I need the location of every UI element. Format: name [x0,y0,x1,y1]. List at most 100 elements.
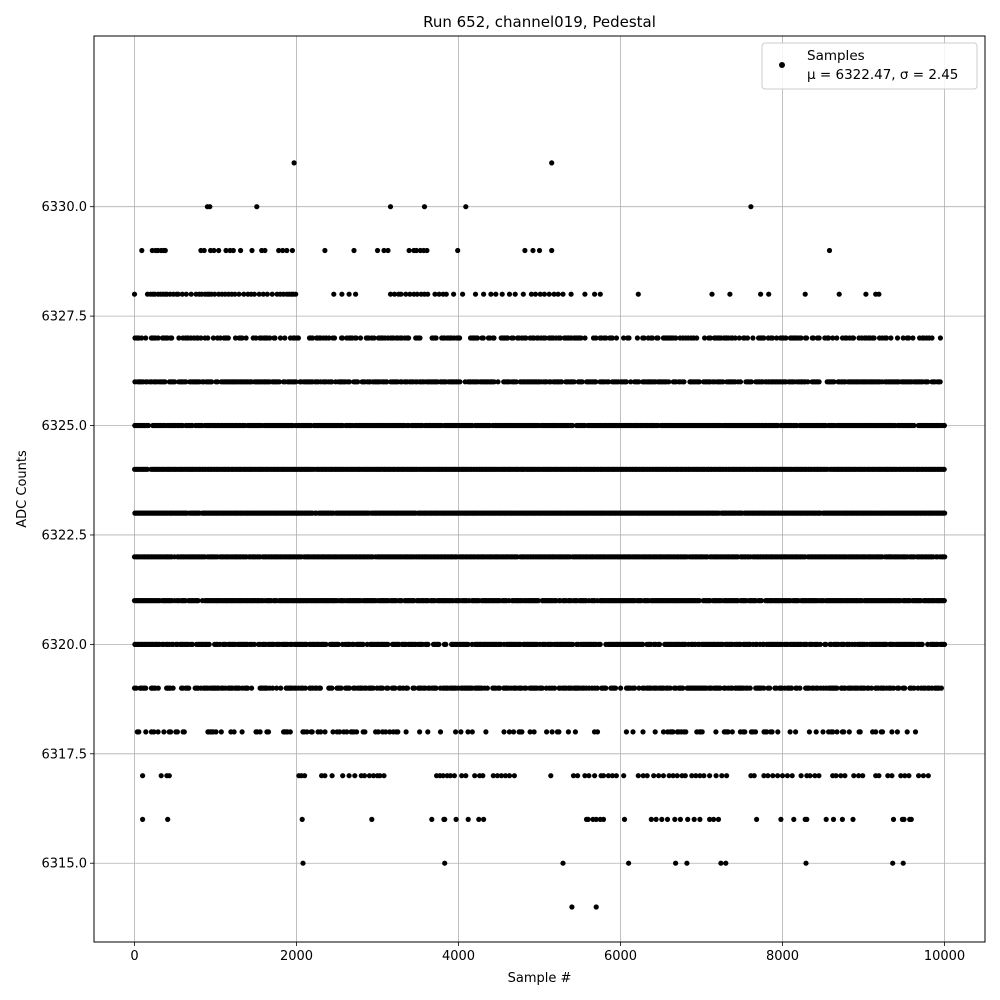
data-point [666,379,672,385]
data-point [672,816,678,823]
data-point [834,729,840,735]
data-point [537,291,543,297]
data-point [238,247,244,254]
data-point [578,335,584,341]
data-point [407,291,413,297]
data-point [198,335,204,341]
data-point [779,773,786,779]
data-point [183,291,189,297]
data-point [362,729,368,735]
data-point [453,816,459,823]
data-point [338,685,344,691]
data-point [239,335,245,341]
data-point [251,641,257,648]
data-point [689,773,695,779]
data-point [766,291,772,297]
data-point [667,685,673,691]
data-point [421,204,428,210]
data-point [491,335,497,341]
data-point [172,379,178,385]
data-point [442,860,448,866]
data-point [748,379,755,385]
data-point [451,773,457,779]
data-point [937,379,943,385]
data-point [911,685,917,691]
data-point [465,729,471,735]
data-point [634,335,641,341]
data-point [447,773,453,779]
data-point [270,685,276,691]
data-point [910,335,916,341]
data-point [346,379,352,385]
data-point [387,291,394,297]
data-point [131,291,138,297]
data-point [223,247,229,254]
data-point [520,291,526,297]
data-point [685,816,691,823]
data-point [278,685,284,691]
data-point [272,335,278,341]
data-point [384,379,390,385]
data-point [873,729,879,735]
data-point [758,598,765,604]
data-point [353,335,359,341]
y-axis-ticks: 6315.06317.56320.06322.56325.06327.56330… [42,200,94,872]
data-point [778,816,784,823]
data-point [579,379,585,385]
data-point [276,379,282,385]
data-point [707,335,714,341]
data-point [455,247,461,254]
data-point [183,379,189,385]
x-axis-ticks: 0 2000 4000 6000 8000 10000 [130,942,965,964]
data-point [612,685,619,691]
data-point [217,335,223,341]
data-point [174,729,180,735]
data-point [906,773,912,779]
data-point [693,773,699,779]
data-point [413,247,419,254]
data-point [582,773,588,779]
data-point [826,247,833,254]
data-point [549,247,555,254]
data-point [674,773,680,779]
data-point [806,729,813,735]
data-point [236,291,242,297]
data-point [916,773,922,779]
data-point [293,379,299,385]
data-point [300,860,306,866]
data-point [136,729,142,735]
data-point [403,729,409,735]
data-point [299,816,305,823]
data-point [460,291,466,297]
data-point [166,773,172,779]
data-point [369,816,375,823]
data-point [505,335,511,341]
data-point [632,685,638,691]
data-point [605,773,612,779]
data-point [370,773,377,779]
data-point [494,773,500,779]
data-point [284,247,290,254]
data-point [737,379,744,385]
data-point [621,335,627,341]
data-point [532,291,539,297]
data-point [707,816,713,823]
data-point [433,685,439,691]
data-point [133,685,139,691]
data-point [765,773,771,779]
data-point [836,291,842,297]
data-point [942,510,948,516]
data-point [641,335,647,341]
data-point [302,773,308,779]
legend: Samples μ = 6322.47, σ = 2.45 [761,42,978,90]
data-point [723,860,729,866]
data-point [232,291,238,297]
data-point [144,466,150,472]
data-point [727,291,733,297]
legend-entry-label: Samples [807,48,865,64]
data-point [841,729,847,735]
data-point [593,816,599,823]
data-point [542,335,548,341]
data-point [831,379,837,385]
data-point [842,773,848,779]
